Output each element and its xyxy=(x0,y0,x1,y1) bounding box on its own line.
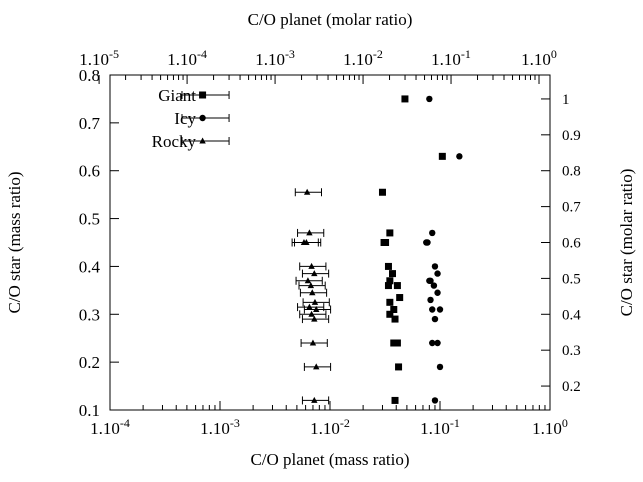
x2-tick-label: 1.10-2 xyxy=(343,47,383,69)
rocky-point xyxy=(309,289,316,296)
y-tick-label: 0.8 xyxy=(79,66,100,85)
giant-point xyxy=(386,298,394,306)
rocky-point xyxy=(304,277,312,284)
rocky-point xyxy=(311,270,318,277)
y2-tick-label: 0.7 xyxy=(562,200,581,216)
rocky-point xyxy=(311,396,318,403)
giant-point xyxy=(382,239,390,246)
legend-marker-giant xyxy=(199,91,207,99)
giant-point xyxy=(395,363,403,371)
rocky-point xyxy=(313,363,320,370)
x2-tick-label: 1.10-4 xyxy=(167,47,207,69)
y-axis-title: C/O star (mass ratio) xyxy=(5,171,24,313)
icy-point xyxy=(434,270,441,277)
y2-tick-label: 0.8 xyxy=(562,164,581,180)
icy-point xyxy=(434,289,441,296)
icy-point xyxy=(431,263,439,270)
icy-point xyxy=(431,397,439,404)
giant-point xyxy=(386,229,394,237)
icy-point xyxy=(429,229,436,237)
data-marks xyxy=(291,95,463,405)
y-tick-label: 0.4 xyxy=(79,257,101,276)
y2-tick-label: 0.9 xyxy=(562,128,581,144)
giant-point xyxy=(384,262,392,270)
icy-point xyxy=(429,306,436,313)
giant-point xyxy=(391,396,399,404)
rocky-point xyxy=(311,298,319,305)
y2-tick-label: 0.4 xyxy=(562,307,581,323)
giant-point xyxy=(396,294,404,302)
y2-tick-label: 0.5 xyxy=(562,271,581,287)
y2-tick-label: 0.3 xyxy=(562,343,581,359)
icy-point xyxy=(430,282,438,289)
giant-point xyxy=(378,188,386,196)
icy-point xyxy=(434,339,441,347)
y-tick-label: 0.1 xyxy=(79,401,100,420)
x-tick-label: 1.10-3 xyxy=(200,416,240,438)
legend-marker-rocky xyxy=(199,137,206,144)
icy-point xyxy=(436,306,444,313)
y-tick-label: 0.2 xyxy=(79,353,100,372)
legend-marker-icy xyxy=(199,114,206,122)
x2-tick-label: 1.10-5 xyxy=(79,47,119,69)
giant-point xyxy=(393,282,401,290)
x2-tick-label: 1.100 xyxy=(521,47,557,69)
icy-point xyxy=(431,315,439,323)
rocky-point xyxy=(308,262,315,269)
icy-point xyxy=(427,296,434,304)
x2-tick-label: 1.10-3 xyxy=(255,47,295,69)
giant-point xyxy=(391,315,399,323)
giant-point xyxy=(389,270,397,278)
y-tick-label: 0.7 xyxy=(79,114,101,133)
giant-point xyxy=(393,339,401,347)
x-tick-label: 1.100 xyxy=(532,416,568,438)
y-tick-label: 0.3 xyxy=(79,305,100,324)
rocky-point xyxy=(306,229,313,236)
y2-tick-label: 1 xyxy=(562,92,570,108)
giant-point xyxy=(390,306,398,313)
x-tick-label: 1.10-1 xyxy=(420,416,460,438)
giant-point xyxy=(438,152,446,160)
x-axis-title: C/O planet (mass ratio) xyxy=(250,450,409,469)
x2-tick-label: 1.10-1 xyxy=(431,47,471,69)
y2-tick-label: 0.6 xyxy=(562,236,581,252)
legend-error-bar xyxy=(181,137,230,145)
axis-ticks: 1.10-4 1.10-3 1.10-2 1.10-1 1.100 1.10-5 1.10-… xyxy=(79,47,582,438)
rocky-point xyxy=(300,239,308,245)
giant-point xyxy=(390,339,398,347)
icy-point xyxy=(427,277,434,284)
giant-point xyxy=(386,277,394,285)
icy-point xyxy=(429,339,436,347)
y-tick-label: 0.5 xyxy=(79,210,100,229)
y-tick-label: 0.6 xyxy=(79,162,100,181)
rocky-point xyxy=(311,315,318,322)
legend-label-rocky: Rocky xyxy=(152,132,197,151)
x2-axis-title: C/O planet (molar ratio) xyxy=(248,10,413,29)
y2-tick-label: 0.2 xyxy=(562,379,581,395)
icy-point xyxy=(424,239,431,246)
rocky-point xyxy=(306,303,313,310)
rocky-point xyxy=(303,188,311,195)
icy-point xyxy=(456,153,463,160)
x-tick-label: 1.10-4 xyxy=(90,416,130,438)
rocky-point xyxy=(313,306,320,312)
y2-axis-title: C/O star (molar ratio) xyxy=(617,169,636,317)
icy-point xyxy=(426,95,433,103)
giant-point xyxy=(401,95,409,103)
legend-label-giant: Giant xyxy=(158,86,196,105)
x-tick-label: 1.10-2 xyxy=(310,416,350,438)
rocky-point xyxy=(309,339,317,346)
icy-point xyxy=(436,363,444,371)
giant-point xyxy=(384,282,392,290)
rocky-point xyxy=(308,310,315,317)
giant-point xyxy=(386,310,394,318)
rocky-point xyxy=(307,282,315,289)
